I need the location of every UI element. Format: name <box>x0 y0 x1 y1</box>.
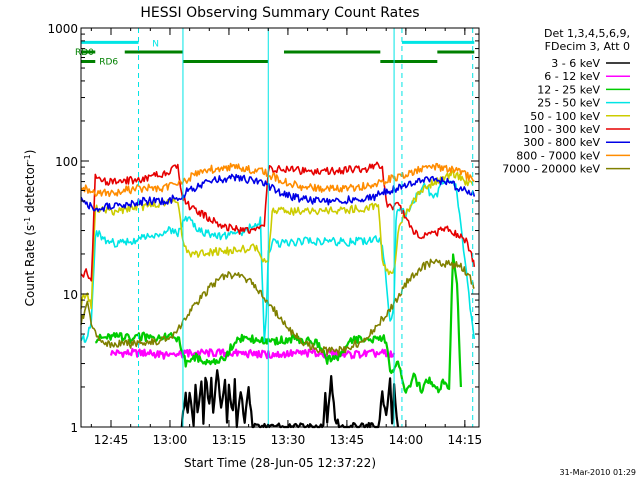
series-line <box>180 369 400 429</box>
x-tick-label: 14:00 <box>389 433 424 447</box>
legend-label: 300 - 800 keV <box>523 136 600 149</box>
series-line <box>80 169 474 310</box>
series-line <box>80 177 476 343</box>
legend-label: 3 - 6 keV <box>551 57 600 70</box>
y-tick-label: 10 <box>63 288 78 302</box>
axes: 12:45 13:00 13:15 13:30 13:45 14:00 14:15 1 10 10… <box>47 22 482 447</box>
series-line <box>80 161 476 282</box>
reference-lines <box>138 28 474 427</box>
legend-label: 800 - 7000 keV <box>516 149 600 162</box>
y-tick-label: 100 <box>55 155 78 169</box>
x-tick-label: 14:15 <box>448 433 483 447</box>
flag-label: N <box>152 39 159 49</box>
x-tick-label: 12:45 <box>94 433 129 447</box>
series-line <box>80 173 476 212</box>
flag-label: RD6 <box>99 57 118 67</box>
series-line <box>80 258 475 356</box>
x-tick-label: 13:00 <box>153 433 188 447</box>
plot-area <box>81 28 479 427</box>
x-tick-label: 13:45 <box>330 433 365 447</box>
series-group <box>80 161 476 429</box>
legend-header: Det 1,3,4,5,6,9, <box>544 27 630 40</box>
legend-label: 12 - 25 keV <box>537 83 600 96</box>
legend-label: 25 - 50 keV <box>537 97 600 110</box>
legend: Det 1,3,4,5,6,9, FDecim 3, Att 0 3 - 6 k… <box>502 27 630 176</box>
chart-title: HESSI Observing Summary Count Rates <box>140 5 419 21</box>
series-line <box>109 348 396 360</box>
legend-label: 100 - 300 keV <box>523 123 600 136</box>
flag-label: RD0 <box>75 48 94 58</box>
footer-date: 31-Mar-2010 01:29 <box>560 468 637 477</box>
y-tick-label: 1 <box>70 421 78 435</box>
x-axis-label: Start Time (28-Jun-05 12:37:22) <box>184 456 376 470</box>
y-axis-label: Count Rate (s-1 detector-1) <box>23 150 38 307</box>
plot-frame <box>80 27 480 428</box>
y-tick-label: 1000 <box>47 22 78 36</box>
legend-label: 6 - 12 keV <box>544 70 600 83</box>
legend-label: 50 - 100 keV <box>530 110 600 123</box>
series-line <box>94 253 462 394</box>
flag-bars: N RD0 RD6 <box>75 39 475 67</box>
series-line <box>80 162 475 198</box>
plot-background <box>81 28 479 427</box>
legend-label: 7000 - 20000 keV <box>502 163 600 176</box>
legend-header: FDecim 3, Att 0 <box>545 40 630 53</box>
x-tick-label: 13:30 <box>271 433 306 447</box>
x-tick-label: 13:15 <box>212 433 247 447</box>
